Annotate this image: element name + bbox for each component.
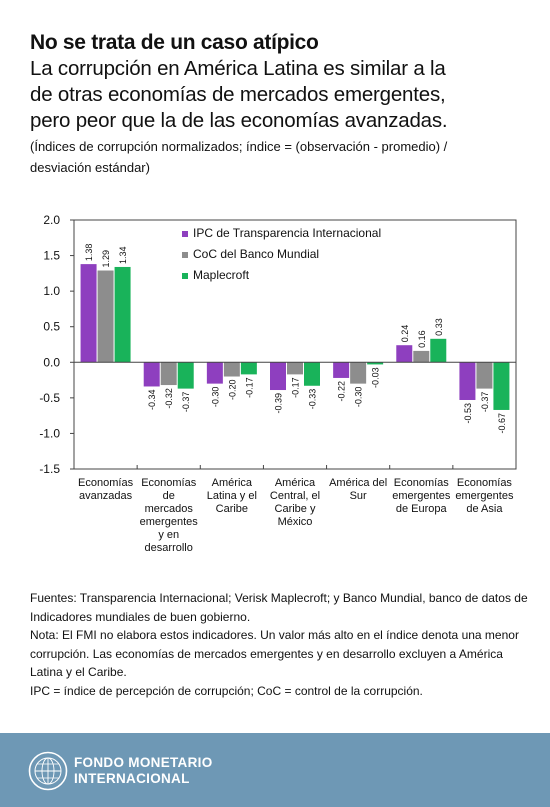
y-tick-label: -0.5 xyxy=(39,391,60,405)
legend-entry: CoC del Banco Mundial xyxy=(193,247,319,261)
bar xyxy=(223,362,240,377)
x-category-label: Sur xyxy=(350,490,367,502)
legend-entry: IPC de Transparencia Internacional xyxy=(193,226,381,240)
legend-swatch xyxy=(182,252,188,258)
bar xyxy=(97,270,114,363)
data-label: -0.32 xyxy=(164,388,174,409)
x-category-label: mercados xyxy=(145,503,194,515)
y-tick-label: 2.0 xyxy=(43,213,60,227)
bar xyxy=(413,350,430,363)
x-category-label: América xyxy=(212,477,253,489)
y-tick-label: 1.0 xyxy=(43,284,60,298)
x-category-label: Central, el xyxy=(270,490,320,502)
bar xyxy=(396,345,413,363)
y-tick-label: 0.5 xyxy=(43,320,60,334)
bar xyxy=(304,362,320,386)
subtitle-line: pero peor que la de las economías avanza… xyxy=(30,109,448,132)
x-category-label: emergentes xyxy=(140,516,199,528)
data-label: -0.34 xyxy=(147,389,157,410)
chart-notes: Fuentes: Transparencia Internacional; Ve… xyxy=(30,589,530,701)
y-tick-label: -1.5 xyxy=(39,462,60,476)
data-label: -0.20 xyxy=(227,380,237,401)
x-category-label: Economías xyxy=(78,477,134,489)
bar xyxy=(430,338,447,363)
sources-note: Fuentes: Transparencia Internacional; Ve… xyxy=(30,591,528,624)
methodology-note: Nota: El FMI no elabora estos indicadore… xyxy=(30,628,519,680)
legend-swatch xyxy=(182,273,188,279)
x-category-label: Latina y el xyxy=(207,490,257,502)
bar xyxy=(493,362,510,410)
bar xyxy=(333,362,350,378)
x-category-label: Economías xyxy=(394,477,450,489)
data-label: -0.37 xyxy=(181,392,191,413)
data-label: 1.29 xyxy=(101,250,111,268)
bar xyxy=(270,362,286,391)
bar xyxy=(177,362,194,389)
data-label: 1.34 xyxy=(118,246,128,264)
bar xyxy=(114,266,131,363)
x-category-label: de Europa xyxy=(396,503,448,515)
x-category-label: emergentes xyxy=(455,490,514,502)
data-label: -0.30 xyxy=(210,387,220,408)
data-label: -0.22 xyxy=(337,381,347,402)
imf-seal-icon xyxy=(28,751,68,791)
x-category-label: América xyxy=(275,477,316,489)
y-tick-label: 0.0 xyxy=(43,355,60,369)
data-label: -0.53 xyxy=(463,403,473,424)
legend-swatch xyxy=(182,231,188,237)
bar xyxy=(367,362,384,365)
data-label: -0.37 xyxy=(480,392,490,413)
bar xyxy=(240,362,257,375)
data-label: 0.33 xyxy=(434,318,444,336)
chart-title: No se trata de un caso atípico xyxy=(30,31,319,54)
bar xyxy=(459,362,476,400)
x-category-label: de Asia xyxy=(466,503,503,515)
bar xyxy=(80,264,97,363)
subtitle-line: La corrupción en América Latina es simil… xyxy=(30,57,446,80)
abbreviations-note: IPC = índice de percepción de corrupción… xyxy=(30,683,423,698)
bar xyxy=(206,362,223,384)
x-category-label: desarrollo xyxy=(145,542,193,554)
bar xyxy=(143,362,160,387)
y-tick-label: -1.0 xyxy=(39,426,60,440)
data-label: -0.67 xyxy=(497,413,507,434)
x-category-label: Economías xyxy=(457,477,513,489)
bar xyxy=(476,362,493,389)
data-label: -0.17 xyxy=(244,377,254,398)
plot-frame xyxy=(73,219,517,470)
bar xyxy=(160,362,177,386)
data-label: 1.38 xyxy=(84,244,94,262)
data-label: 0.24 xyxy=(400,325,410,343)
x-category-label: emergentes xyxy=(392,490,451,502)
data-label: -0.39 xyxy=(274,393,284,414)
org-name: FONDO MONETARIO INTERNACIONAL xyxy=(74,755,213,787)
bar-chart: 2.0 1.5 1.0 0.5 0.0 -0.5 -1.0 -1.5 1.38 1.29 1.34 E… xyxy=(39,213,517,554)
units-note-line: desviación estándar) xyxy=(30,160,150,175)
x-category-label: Caribe xyxy=(216,503,248,515)
bar xyxy=(287,362,303,375)
chart-heading: No se trata de un caso atípico La corrup… xyxy=(30,30,530,178)
x-category-label: Caribe y xyxy=(275,503,316,515)
x-category-label: de xyxy=(163,490,175,502)
x-category-label: Economías xyxy=(141,477,197,489)
chart-subtitle: La corrupción en América Latina es simil… xyxy=(30,56,530,134)
footer-bar: FONDO MONETARIO INTERNACIONAL xyxy=(0,733,550,807)
data-label: -0.03 xyxy=(371,367,381,388)
data-label: -0.17 xyxy=(291,377,301,398)
x-category-label: América del xyxy=(329,477,387,489)
x-category-label: México xyxy=(278,516,313,528)
data-label: -0.30 xyxy=(354,387,364,408)
bar xyxy=(350,362,367,384)
data-label: 0.16 xyxy=(417,330,427,348)
x-category-label: avanzadas xyxy=(79,490,133,502)
subtitle-line: de otras economías de mercados emergente… xyxy=(30,83,446,106)
org-name-line: FONDO MONETARIO xyxy=(74,755,213,770)
x-category-label: y en xyxy=(158,529,179,541)
data-label: -0.33 xyxy=(308,389,318,410)
y-tick-label: 1.5 xyxy=(43,249,60,263)
units-note-line: (Índices de corrupción normalizados; índ… xyxy=(30,139,448,154)
legend-entry: Maplecroft xyxy=(193,268,250,282)
chart-units-note: (Índices de corrupción normalizados; índ… xyxy=(30,136,530,178)
org-name-line: INTERNACIONAL xyxy=(74,771,190,786)
